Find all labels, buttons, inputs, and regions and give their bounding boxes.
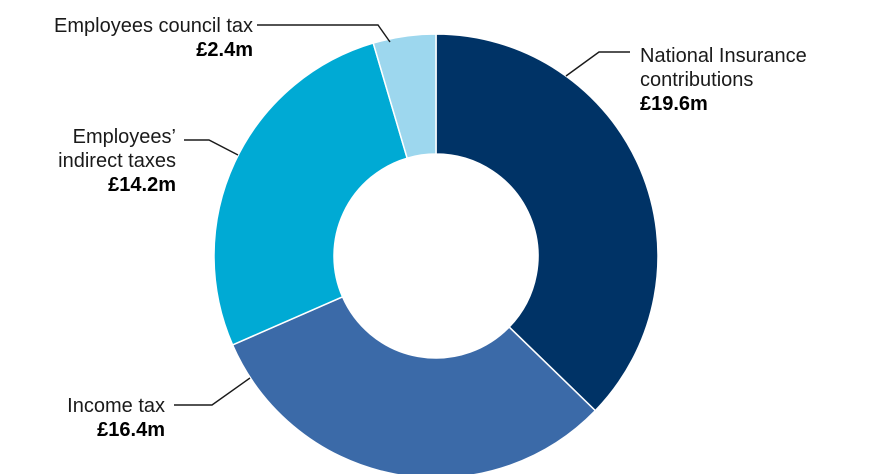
slice-label-employees-indirect-taxes-line-1: Employees’ [73,126,176,148]
slice-value-employees-indirect-taxes: £14.2m [108,174,176,196]
slice-income-tax [231,295,597,474]
slice-value-national-insurance-contributions: £19.6m [640,93,708,115]
slice-label-national-insurance-contributions-line-2: contributions [640,69,753,91]
slice-label-national-insurance-contributions-line-1: National Insurance [640,45,807,67]
leader-line-national-insurance-contributions [565,51,630,77]
chart-slices [213,33,659,474]
slice-employees-council-tax [372,33,437,160]
leader-line-employees-indirect-taxes [184,139,239,156]
slice-label-employees-indirect-taxes-line-2: indirect taxes [58,150,176,172]
chart-leader-lines [174,24,630,406]
slice-label-employees-council-tax: Employees council tax [54,15,253,37]
leader-line-employees-council-tax [257,24,391,43]
slice-label-income-tax: Income tax [67,395,165,417]
slice-national-insurance-contributions [435,33,659,412]
slice-employees-indirect-taxes [213,42,409,346]
leader-line-income-tax [174,377,251,406]
slice-value-income-tax: £16.4m [97,419,165,441]
slice-value-employees-council-tax: £2.4m [196,39,253,61]
